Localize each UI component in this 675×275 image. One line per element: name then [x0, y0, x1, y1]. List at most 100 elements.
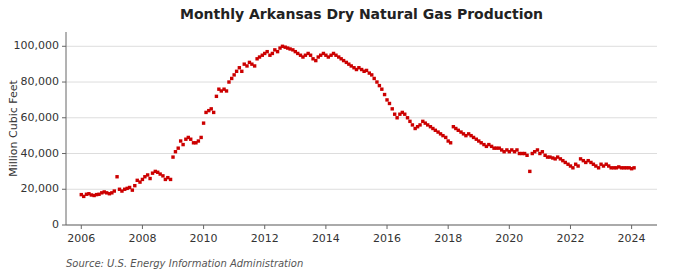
- point: [235, 70, 238, 73]
- point: [541, 150, 544, 153]
- point: [230, 77, 233, 80]
- y-tick-label: 40,000: [21, 147, 60, 160]
- point: [411, 123, 414, 126]
- y-tick: [62, 153, 66, 154]
- x-tick: [631, 225, 632, 229]
- point: [227, 80, 230, 83]
- point: [174, 150, 177, 153]
- x-tick-label: 2012: [251, 232, 279, 245]
- point: [215, 95, 218, 98]
- grid-line: [66, 117, 657, 118]
- point: [632, 166, 635, 169]
- y-axis-label: Million Cubic Feet: [7, 79, 20, 176]
- point: [370, 73, 373, 76]
- point: [525, 154, 528, 157]
- point: [271, 52, 274, 55]
- point: [403, 113, 406, 116]
- x-tick-label: 2008: [128, 232, 156, 245]
- grid-line: [66, 153, 657, 154]
- x-tick: [81, 225, 82, 229]
- point: [240, 70, 243, 73]
- point: [597, 166, 600, 169]
- point: [169, 178, 172, 181]
- point: [528, 170, 531, 173]
- point: [449, 141, 452, 144]
- grid-line: [66, 82, 657, 83]
- point: [393, 113, 396, 116]
- point: [309, 54, 312, 57]
- x-tick-label: 2022: [556, 232, 584, 245]
- y-tick: [62, 117, 66, 118]
- x-tick-label: 2010: [190, 232, 218, 245]
- point: [171, 155, 174, 158]
- x-tick: [264, 225, 265, 229]
- point: [515, 148, 518, 151]
- x-tick-label: 2024: [618, 232, 646, 245]
- point: [576, 164, 579, 167]
- point: [395, 116, 398, 119]
- y-axis-line: [66, 32, 67, 225]
- y-tick-label: 20,000: [21, 182, 60, 195]
- point: [245, 64, 248, 67]
- point: [210, 107, 213, 110]
- point: [383, 93, 386, 96]
- point: [418, 123, 421, 126]
- point: [372, 77, 375, 80]
- point: [238, 66, 241, 69]
- y-tick: [62, 225, 66, 226]
- point: [189, 138, 192, 141]
- x-tick: [387, 225, 388, 229]
- point: [199, 136, 202, 139]
- y-tick-label: 100,000: [14, 39, 60, 52]
- point: [388, 102, 391, 105]
- points: [80, 45, 636, 199]
- x-tick-label: 2020: [495, 232, 523, 245]
- point: [232, 73, 235, 76]
- grid-line: [66, 225, 657, 226]
- point: [378, 84, 381, 87]
- source-note: Source: U.S. Energy Information Administ…: [66, 258, 303, 269]
- point: [571, 166, 574, 169]
- x-tick: [325, 225, 326, 229]
- point: [161, 174, 164, 177]
- point: [391, 107, 394, 110]
- x-axis-line: [66, 225, 657, 226]
- point: [253, 64, 256, 67]
- point: [385, 98, 388, 101]
- point: [197, 139, 200, 142]
- point: [133, 184, 136, 187]
- point: [408, 120, 411, 123]
- y-tick: [62, 82, 66, 83]
- x-tick: [142, 225, 143, 229]
- point: [179, 139, 182, 142]
- x-tick: [448, 225, 449, 229]
- title: Monthly Arkansas Dry Natural Gas Product…: [180, 6, 543, 22]
- y-tick: [62, 189, 66, 190]
- point: [380, 87, 383, 90]
- x-tick: [570, 225, 571, 229]
- y-tick: [62, 46, 66, 47]
- point: [375, 80, 378, 83]
- grid-line: [66, 189, 657, 190]
- point: [146, 173, 149, 176]
- point: [181, 143, 184, 146]
- chart: Monthly Arkansas Dry Natural Gas Product…: [0, 0, 675, 275]
- point: [131, 188, 134, 191]
- point: [406, 116, 409, 119]
- point: [212, 111, 215, 114]
- point: [314, 59, 317, 62]
- point: [115, 175, 118, 178]
- y-tick-label: 0: [52, 218, 59, 231]
- x-tick-label: 2014: [312, 232, 340, 245]
- x-tick: [203, 225, 204, 229]
- grid: [66, 46, 657, 225]
- point: [536, 148, 539, 151]
- point: [177, 146, 180, 149]
- x-tick: [509, 225, 510, 229]
- y-tick-label: 80,000: [21, 75, 60, 88]
- x-tick-label: 2006: [67, 232, 95, 245]
- x-tick-label: 2018: [434, 232, 462, 245]
- point: [202, 121, 205, 124]
- axes: 020,00040,00060,00080,000100,00020062008…: [14, 32, 658, 245]
- point: [444, 136, 447, 139]
